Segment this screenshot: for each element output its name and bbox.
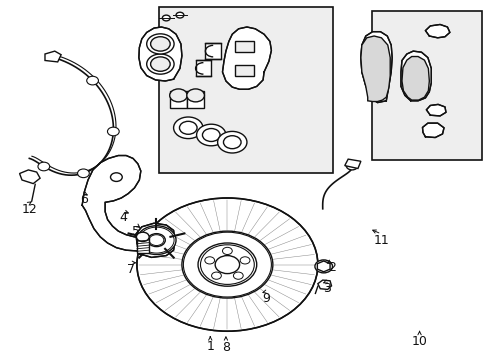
Circle shape (186, 89, 204, 102)
Circle shape (182, 231, 272, 298)
Bar (159, 7, 332, 173)
Text: 11: 11 (373, 234, 388, 247)
Circle shape (162, 15, 170, 21)
Circle shape (240, 257, 249, 264)
Text: 7: 7 (127, 263, 135, 276)
Polygon shape (360, 36, 389, 102)
Circle shape (346, 161, 357, 170)
Text: 12: 12 (21, 203, 37, 216)
Text: 3: 3 (322, 282, 330, 294)
Circle shape (176, 12, 183, 18)
Text: 6: 6 (80, 193, 88, 206)
Bar (205, 43, 221, 59)
Circle shape (136, 232, 149, 242)
Circle shape (110, 173, 122, 181)
Text: 9: 9 (262, 292, 270, 305)
Text: 10: 10 (411, 335, 427, 348)
Circle shape (137, 226, 176, 255)
Polygon shape (20, 170, 40, 184)
Circle shape (169, 89, 187, 102)
Circle shape (147, 234, 165, 247)
Circle shape (78, 169, 89, 177)
Polygon shape (234, 41, 254, 52)
Bar (371, 11, 481, 160)
Circle shape (146, 34, 174, 54)
Polygon shape (425, 24, 449, 38)
Circle shape (38, 162, 50, 171)
Circle shape (86, 76, 98, 85)
Circle shape (107, 127, 119, 136)
Polygon shape (400, 51, 430, 101)
Circle shape (204, 257, 214, 264)
Polygon shape (234, 65, 254, 76)
Polygon shape (422, 123, 443, 138)
Circle shape (146, 54, 174, 74)
Polygon shape (222, 27, 271, 89)
Polygon shape (317, 280, 331, 289)
Circle shape (173, 117, 203, 139)
Polygon shape (344, 159, 360, 168)
Circle shape (196, 124, 225, 146)
Text: 1: 1 (206, 340, 214, 353)
Circle shape (150, 37, 170, 51)
Polygon shape (317, 261, 329, 272)
Polygon shape (136, 223, 175, 257)
Polygon shape (360, 32, 391, 103)
Polygon shape (137, 238, 148, 253)
Polygon shape (139, 27, 182, 81)
Circle shape (137, 198, 317, 331)
Circle shape (314, 260, 332, 273)
Polygon shape (82, 156, 150, 251)
Bar (186, 91, 204, 108)
Circle shape (198, 243, 256, 286)
Text: 5: 5 (132, 225, 140, 238)
Circle shape (222, 247, 232, 255)
Text: 4: 4 (119, 211, 127, 224)
Bar (169, 91, 187, 108)
Polygon shape (426, 104, 445, 116)
Text: 2: 2 (328, 261, 336, 274)
Circle shape (150, 57, 170, 71)
Polygon shape (401, 57, 428, 100)
Polygon shape (45, 51, 61, 62)
Circle shape (211, 272, 221, 279)
Circle shape (215, 256, 239, 274)
Circle shape (217, 131, 246, 153)
Text: 8: 8 (222, 341, 229, 354)
Circle shape (233, 272, 243, 279)
Bar (195, 60, 211, 76)
